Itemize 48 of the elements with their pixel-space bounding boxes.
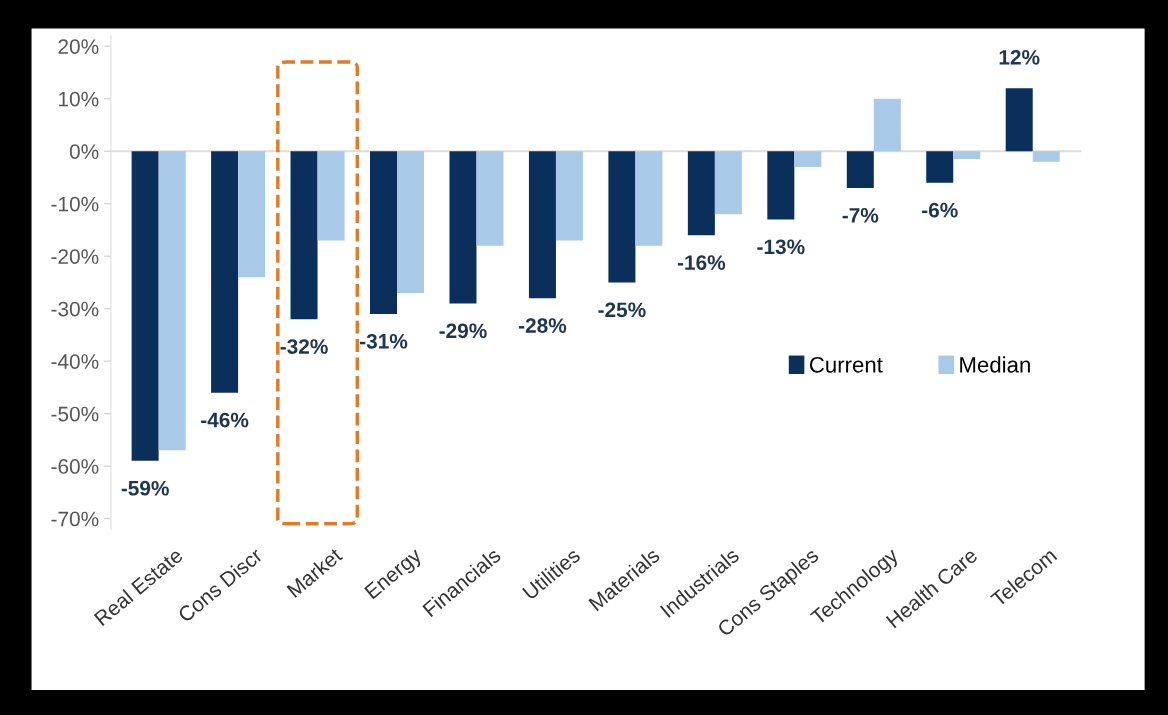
bar bbox=[767, 151, 795, 220]
y-tick-label: -40% bbox=[51, 354, 99, 369]
bar bbox=[714, 151, 742, 215]
bar bbox=[528, 151, 556, 299]
y-tick-label: -20% bbox=[51, 249, 99, 264]
bar bbox=[238, 151, 266, 278]
bar bbox=[290, 151, 318, 320]
data-label: -7% bbox=[842, 208, 879, 223]
data-label: -46% bbox=[201, 412, 249, 428]
bar bbox=[449, 151, 477, 304]
data-label: -6% bbox=[922, 202, 958, 218]
bar bbox=[846, 151, 874, 188]
y-tick-label: 10% bbox=[59, 91, 99, 107]
data-label: -25% bbox=[598, 302, 646, 318]
bar bbox=[608, 151, 636, 283]
y-tick-label: -70% bbox=[51, 511, 99, 527]
data-label: -32% bbox=[280, 339, 328, 354]
y-tick-label: -60% bbox=[51, 459, 99, 474]
data-label: 12% bbox=[999, 49, 1040, 65]
bar bbox=[873, 98, 901, 152]
bar bbox=[794, 151, 822, 167]
bar bbox=[1032, 151, 1060, 162]
y-tick-label: -10% bbox=[51, 196, 99, 212]
y-tick-label: 20% bbox=[58, 39, 99, 54]
data-label: -31% bbox=[360, 333, 408, 349]
data-label: -59% bbox=[121, 480, 169, 496]
legend-label: Median bbox=[960, 356, 1030, 373]
data-label: -16% bbox=[677, 255, 726, 270]
bar bbox=[687, 151, 715, 236]
bar bbox=[211, 151, 239, 393]
bar bbox=[158, 151, 186, 451]
y-tick-label: -30% bbox=[51, 301, 99, 317]
data-label: -29% bbox=[439, 323, 487, 339]
bar bbox=[635, 151, 663, 246]
bar bbox=[476, 151, 504, 246]
y-tick-label: 0% bbox=[69, 144, 99, 159]
bar bbox=[926, 151, 954, 183]
data-label: -13% bbox=[757, 239, 805, 255]
y-tick-label: -50% bbox=[51, 406, 99, 422]
data-label: -28% bbox=[518, 318, 567, 333]
bar bbox=[397, 151, 425, 293]
legend-label: Current bbox=[809, 356, 883, 373]
bar bbox=[953, 151, 981, 160]
bar bbox=[317, 151, 345, 241]
bar bbox=[555, 151, 583, 241]
bar bbox=[1005, 88, 1033, 152]
bar bbox=[370, 151, 398, 314]
bar bbox=[131, 151, 159, 461]
